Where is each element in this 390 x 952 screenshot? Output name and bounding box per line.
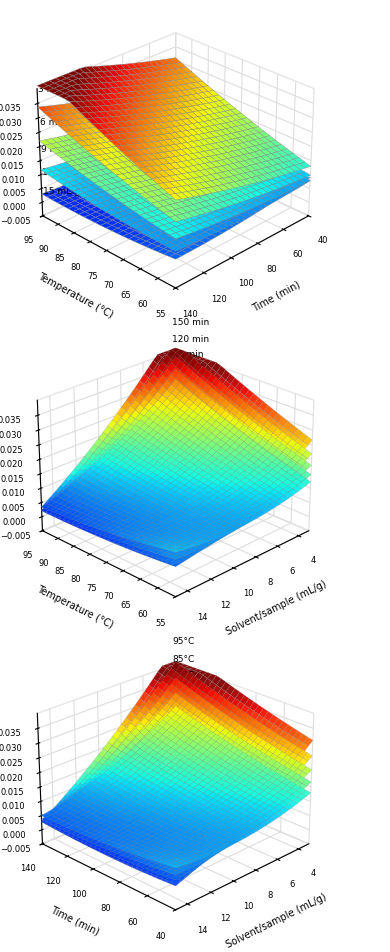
Y-axis label: Temperature (°C): Temperature (°C): [35, 584, 115, 630]
X-axis label: Time (min): Time (min): [250, 279, 302, 312]
Y-axis label: Time (min): Time (min): [49, 903, 101, 936]
Y-axis label: Temperature (°C): Temperature (°C): [36, 271, 114, 320]
X-axis label: Solvent/sample (mL/g): Solvent/sample (mL/g): [225, 891, 328, 948]
X-axis label: Solvent/sample (mL/g): Solvent/sample (mL/g): [225, 578, 328, 636]
